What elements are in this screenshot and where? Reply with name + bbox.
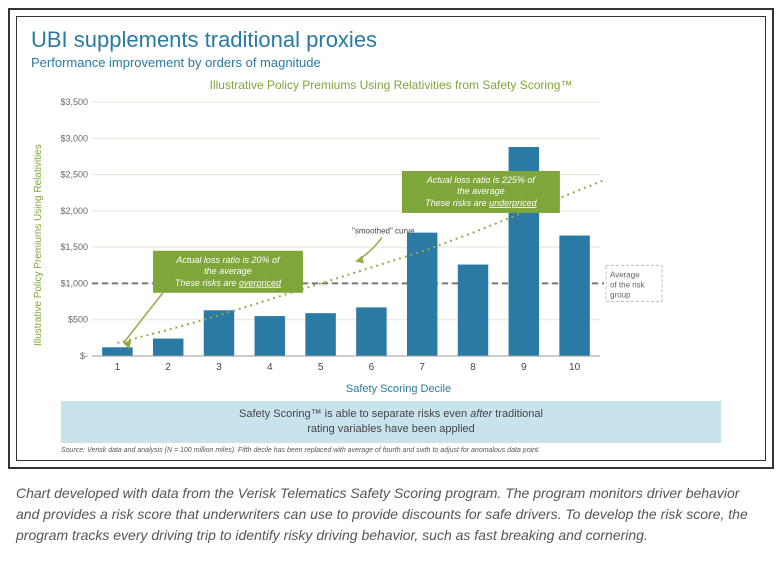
- x-tick-label: 10: [569, 362, 581, 373]
- x-tick-label: 1: [115, 362, 121, 373]
- source-note: Source: Verisk data and analysis (N = 10…: [31, 447, 751, 454]
- bar: [102, 347, 132, 356]
- average-label: group: [610, 290, 631, 299]
- band-line1c: traditional: [492, 408, 543, 420]
- bar: [153, 339, 183, 356]
- chart-outer-frame: UBI supplements traditional proxies Perf…: [8, 8, 774, 469]
- page-title: UBI supplements traditional proxies: [31, 27, 751, 53]
- band-line1a: Safety Scoring™ is able to separate risk…: [239, 408, 470, 420]
- y-tick-label: $2,500: [60, 170, 88, 180]
- chart-title: Illustrative Policy Premiums Using Relat…: [31, 78, 751, 92]
- bar: [255, 316, 285, 356]
- band-line1b: after: [470, 408, 492, 420]
- y-axis-label: Illustrative Policy Premiums Using Relat…: [31, 96, 46, 395]
- callout-arrow: [123, 293, 163, 344]
- plot-area: $- $500 $1,000 $1,500 $2,000 $2,500 $3,000 $3,5…: [46, 96, 751, 395]
- x-tick-label: 9: [521, 362, 527, 373]
- average-label: of the risk: [610, 280, 646, 289]
- callout-text: These risks are overpriced: [175, 278, 282, 288]
- x-tick-label: 4: [267, 362, 273, 373]
- y-tick-label: $1,500: [60, 242, 88, 252]
- chart-area: Illustrative Policy Premiums Using Relat…: [31, 96, 751, 395]
- chart-svg: $- $500 $1,000 $1,500 $2,000 $2,500 $3,000 $3,5…: [46, 96, 666, 376]
- bar: [356, 307, 386, 356]
- y-tick-label: $-: [80, 351, 88, 361]
- bottom-summary-band: Safety Scoring™ is able to separate risk…: [61, 401, 721, 443]
- x-tick-label: 6: [369, 362, 375, 373]
- x-tick-label: 7: [419, 362, 425, 373]
- y-tick-label: $3,000: [60, 133, 88, 143]
- x-tick-label: 8: [470, 362, 476, 373]
- curve-annotation: "smoothed" curve: [352, 226, 415, 235]
- band-line2: rating variables have been applied: [307, 423, 475, 435]
- x-tick-label: 5: [318, 362, 324, 373]
- y-tick-label: $500: [68, 315, 88, 325]
- callout-text: Actual loss ratio is 20% of: [175, 255, 281, 265]
- callout-text: the average: [204, 266, 252, 276]
- x-tick-label: 3: [216, 362, 222, 373]
- figure-caption: Chart developed with data from the Veris…: [8, 469, 774, 550]
- bar: [204, 310, 234, 356]
- y-tick-label: $3,500: [60, 97, 88, 107]
- y-tick-label: $1,000: [60, 278, 88, 288]
- chart-inner-frame: UBI supplements traditional proxies Perf…: [16, 16, 766, 461]
- x-tick-label: 2: [165, 362, 171, 373]
- callout-text: the average: [457, 186, 505, 196]
- bar: [458, 265, 488, 356]
- bar: [305, 313, 335, 356]
- page-subtitle: Performance improvement by orders of mag…: [31, 55, 751, 70]
- average-label: Average: [610, 270, 640, 279]
- callout-text: Actual loss ratio is 225% of: [426, 175, 537, 185]
- x-axis-label: Safety Scoring Decile: [46, 383, 751, 395]
- bar: [559, 236, 589, 356]
- y-tick-label: $2,000: [60, 206, 88, 216]
- callout-text: These risks are underpriced: [425, 198, 538, 208]
